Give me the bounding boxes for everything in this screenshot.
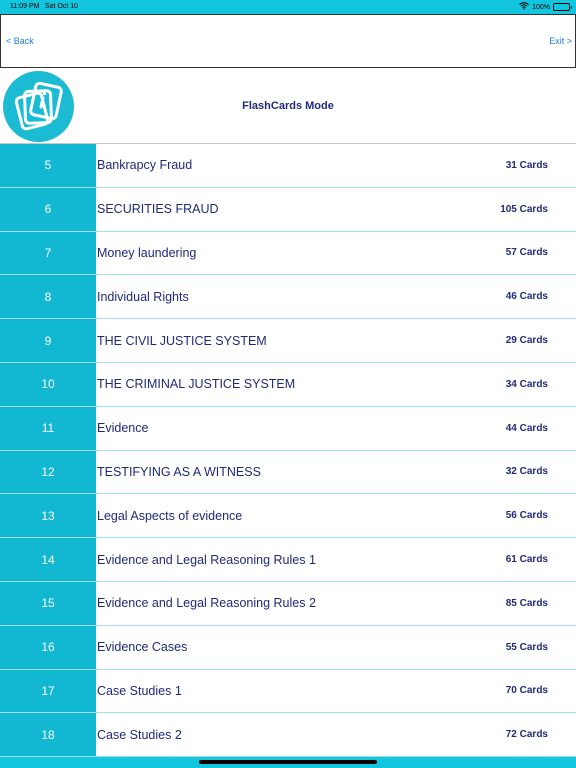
list-item[interactable]: 8 Individual Rights 46 Cards — [0, 275, 576, 320]
deck-number: 10 — [0, 362, 96, 406]
deck-number: 14 — [0, 538, 96, 581]
exit-button[interactable]: Exit > — [549, 36, 572, 46]
deck-title: THE CIVIL JUSTICE SYSTEM — [97, 333, 267, 348]
list-item[interactable]: 12 TESTIFYING AS A WITNESS 32 Cards — [0, 450, 576, 495]
deck-number: 12 — [0, 450, 96, 494]
deck-title: Money laundering — [97, 245, 197, 260]
deck-card-count: 85 Cards — [505, 597, 548, 609]
deck-card-count: 72 Cards — [505, 729, 548, 741]
list-item[interactable]: 18 Case Studies 2 72 Cards — [0, 713, 576, 758]
list-item[interactable]: 5 Bankrapcy Fraud 31 Cards — [0, 144, 576, 188]
list-item[interactable]: 16 Evidence Cases 55 Cards — [0, 625, 576, 670]
battery-icon — [553, 3, 572, 11]
deck-title: Evidence Cases — [97, 640, 188, 655]
home-indicator[interactable] — [199, 760, 377, 764]
deck-title: SECURITIES FRAUD — [97, 202, 219, 217]
deck-number: 17 — [0, 669, 96, 713]
back-button[interactable]: < Back — [6, 36, 34, 46]
deck-number: 15 — [0, 581, 96, 625]
flashcards-logo-icon — [3, 71, 74, 142]
deck-title: Individual Rights — [97, 289, 189, 304]
deck-title: Evidence and Legal Reasoning Rules 2 — [97, 596, 316, 611]
deck-card-count: 55 Cards — [505, 641, 548, 653]
deck-number: 7 — [0, 231, 96, 275]
deck-card-count: 105 Cards — [500, 203, 548, 215]
deck-card-count: 34 Cards — [505, 378, 548, 390]
list-item[interactable]: 17 Case Studies 1 70 Cards — [0, 669, 576, 714]
list-item[interactable]: 13 Legal Aspects of evidence 56 Cards — [0, 494, 576, 539]
list-item[interactable]: 14 Evidence and Legal Reasoning Rules 1 61… — [0, 538, 576, 582]
deck-number: 9 — [0, 319, 96, 362]
deck-card-count: 57 Cards — [505, 247, 548, 259]
status-date: Sat Oct 10 — [45, 3, 79, 10]
navigation-bar: < Back Exit > — [0, 14, 576, 68]
deck-number: 16 — [0, 625, 96, 669]
status-bar: 11:09 PM Sat Oct 10 100% — [0, 0, 576, 14]
deck-title: TESTIFYING AS A WITNESS — [97, 464, 261, 479]
deck-title: THE CRIMINAL JUSTICE SYSTEM — [97, 377, 296, 392]
deck-card-count: 56 Cards — [505, 510, 548, 522]
deck-card-count: 61 Cards — [505, 554, 548, 566]
deck-title: Case Studies 2 — [97, 727, 182, 742]
deck-card-count: 31 Cards — [505, 159, 548, 171]
deck-title: Evidence — [97, 421, 149, 436]
deck-card-count: 44 Cards — [505, 422, 548, 434]
deck-card-count: 32 Cards — [505, 466, 548, 478]
deck-number: 11 — [0, 406, 96, 450]
deck-card-count: 29 Cards — [505, 335, 548, 347]
deck-title: Case Studies 1 — [97, 683, 182, 698]
list-item[interactable]: 11 Evidence 44 Cards — [0, 406, 576, 451]
page-title: FlashCards Mode — [242, 100, 334, 112]
wifi-icon — [519, 2, 529, 12]
deck-number: 18 — [0, 713, 96, 757]
status-right: 100% — [519, 2, 572, 12]
flashcard-deck-list: 5 Bankrapcy Fraud 31 Cards 6 SECURITIES FRAU… — [0, 144, 576, 758]
deck-card-count: 46 Cards — [505, 291, 548, 303]
deck-title: Bankrapcy Fraud — [97, 158, 193, 173]
list-item[interactable]: 6 SECURITIES FRAUD 105 Cards — [0, 187, 576, 232]
deck-title: Legal Aspects of evidence — [97, 508, 243, 523]
deck-number: 6 — [0, 187, 96, 231]
deck-number: 13 — [0, 494, 96, 538]
deck-number: 8 — [0, 275, 96, 319]
deck-number: 5 — [0, 144, 96, 187]
battery-percent: 100% — [532, 3, 550, 11]
list-item[interactable]: 9 THE CIVIL JUSTICE SYSTEM 29 Cards — [0, 319, 576, 363]
mode-header: FlashCards Mode — [0, 68, 576, 144]
deck-title: Evidence and Legal Reasoning Rules 1 — [97, 552, 316, 567]
status-time: 11:09 PM — [10, 3, 40, 10]
deck-card-count: 70 Cards — [505, 685, 548, 697]
list-item[interactable]: 15 Evidence and Legal Reasoning Rules 2 85… — [0, 581, 576, 626]
list-item[interactable]: 7 Money laundering 57 Cards — [0, 231, 576, 276]
list-item[interactable]: 10 THE CRIMINAL JUSTICE SYSTEM 34 Cards — [0, 362, 576, 407]
